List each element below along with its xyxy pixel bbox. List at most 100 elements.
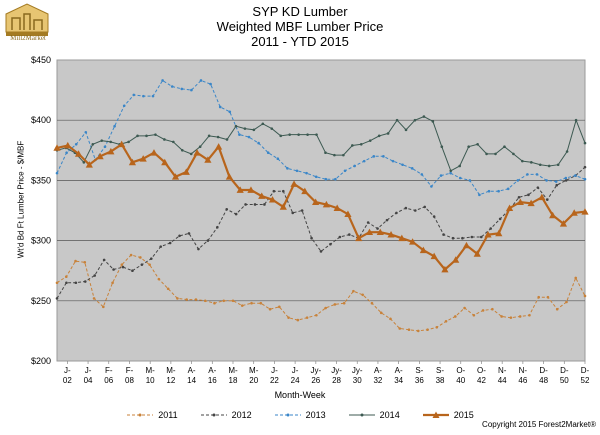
legend-swatch-2015 [422,411,449,418]
data-point-2015 [161,158,169,166]
data-point-2011 [203,299,207,303]
data-point-2012 [187,232,191,235]
data-point-2013 [574,174,577,177]
data-point-2011 [194,298,198,301]
data-point-2015 [322,200,330,208]
data-point-2014 [297,133,300,136]
data-point-2012 [347,233,351,236]
x-tick-label-month: F- [126,366,134,375]
series-2012 [55,165,587,300]
data-point-2013 [535,173,539,176]
data-point-2014 [377,134,381,138]
data-point-2015 [171,173,180,180]
data-point-2014 [449,169,453,173]
data-point-2013 [583,177,587,181]
data-point-2011 [120,263,124,266]
data-point-2012 [376,227,379,230]
data-point-2014 [565,150,569,153]
data-point-2014 [547,164,551,168]
data-point-2015 [419,246,427,254]
data-point-2012 [263,203,266,206]
data-point-2014 [100,139,104,142]
x-axis-label: Month-Week [274,390,326,400]
data-point-2014 [315,133,318,136]
data-point-2012 [253,203,257,206]
data-point-2014 [145,134,148,138]
data-point-2015 [452,256,460,263]
data-point-2014 [136,134,139,138]
y-tick-label: $400 [31,115,51,125]
data-point-2013 [401,163,404,167]
data-point-2013 [343,169,347,173]
data-point-2012 [527,193,530,197]
data-point-2012 [225,207,229,211]
data-point-2012 [310,236,313,240]
series-line-2012 [56,166,586,299]
x-tick-label-week: 30 [353,376,362,385]
data-point-2011 [92,297,96,300]
data-point-2012 [178,234,181,238]
data-point-2013 [334,177,337,181]
legend-swatch-2011 [127,413,154,417]
data-point-2012 [329,242,332,246]
data-point-2013 [55,171,59,175]
x-tick-label-month: J- [64,366,71,375]
data-point-2011 [509,316,513,319]
data-point-2012 [555,183,559,187]
data-point-2011 [537,295,540,299]
x-tick-label-month: A- [374,366,382,375]
data-point-2012 [55,297,59,300]
x-tick-label-week: 42 [477,376,486,385]
data-point-2015 [344,210,352,217]
plot-area [56,59,586,362]
data-point-2012 [461,236,464,240]
series-2015 [53,140,589,273]
data-point-2011 [213,301,216,305]
data-point-2014 [127,140,130,144]
data-point-2011 [64,275,68,279]
data-point-2015 [225,173,234,180]
chart-title-block: SYP KD Lumber Weighted MBF Lumber Price … [0,4,600,49]
data-point-2013 [228,110,232,114]
data-point-2013 [410,167,414,170]
data-point-2015 [301,187,309,195]
x-tick-label-month: O- [477,366,486,375]
chart-legend: 2011 2012 2013 2014 2015 [0,410,600,420]
legend-swatch-2014 [348,413,375,417]
data-point-2015 [258,192,266,199]
data-point-2011 [315,313,318,317]
data-point-2011 [102,305,105,309]
data-point-2015 [462,241,471,249]
data-point-2014 [109,140,112,144]
data-point-2014 [207,134,211,138]
data-point-2015 [365,228,374,236]
data-point-2014 [538,163,542,167]
x-tick-label-week: 02 [63,376,72,385]
data-point-2014 [458,164,462,168]
data-point-2012 [215,226,219,229]
data-point-2015 [538,193,546,201]
x-tick-label-month: D- [581,366,590,375]
data-point-2015 [441,265,449,273]
data-point-2011 [83,260,87,264]
x-tick-label-week: 22 [270,376,279,385]
data-point-2014 [306,133,309,136]
data-point-2012 [197,247,200,251]
x-tick-label-week: 04 [84,376,93,385]
data-point-2014 [386,132,390,135]
data-point-2013 [113,124,116,128]
data-point-2015 [150,149,158,156]
logo-brand-text: Mill2Market [10,34,46,42]
data-point-2011 [472,313,476,317]
data-point-2012 [498,217,502,221]
data-point-2014 [180,149,184,152]
x-tick-label-month: S- [436,366,444,375]
data-point-2015 [64,141,72,149]
data-point-2012 [300,209,304,212]
y-tick-label: $200 [31,356,51,366]
data-point-2014 [440,145,444,148]
data-point-2011 [278,305,281,309]
data-point-2011 [148,263,151,266]
series-line-2014 [56,116,586,172]
data-point-2013 [468,179,472,182]
